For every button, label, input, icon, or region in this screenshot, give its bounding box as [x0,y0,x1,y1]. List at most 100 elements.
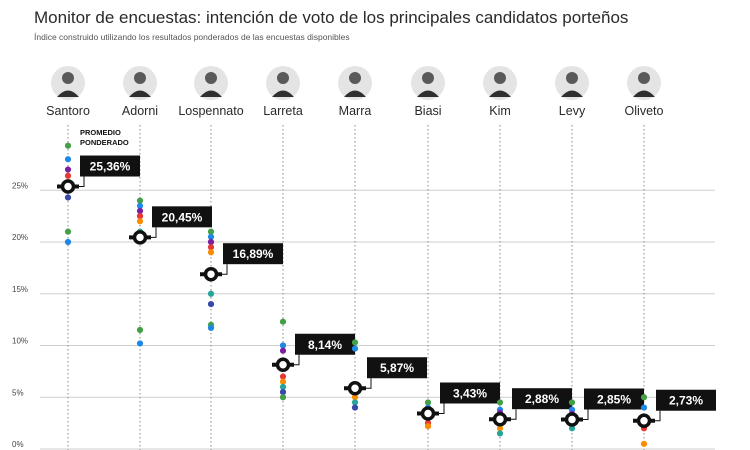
y-tick-label: 15% [12,285,28,294]
avatar-body [417,90,439,97]
poll-dot [207,233,215,240]
avatar-head [277,72,289,84]
poll-dot [279,378,287,385]
avatar-head [422,72,434,84]
chart-subtitle: Índice construido utilizando los resulta… [34,32,350,42]
poll-dot [279,394,287,401]
poll-dot [351,339,359,346]
label-leader [74,176,85,188]
poll-dot [496,425,504,432]
avatar-body [272,90,294,97]
average-marker [132,230,148,245]
average-label-box [152,206,212,228]
average-label-box [656,389,716,411]
average-label: 25,36% [90,160,131,174]
poll-dot [136,340,144,347]
average-marker [564,412,580,427]
candidate-name: Biasi [414,104,441,118]
poll-dot [424,423,432,430]
average-label-box [223,243,283,265]
poll-dot [64,142,72,149]
poll-dot [136,197,144,204]
poll-dot [136,218,144,225]
average-marker [275,357,291,373]
average-label: 8,14% [308,338,342,352]
avatar-head [566,72,578,84]
chart-title: Monitor de encuestas: intención de voto … [34,8,629,27]
poll-dot [351,404,359,411]
average-label: 2,88% [525,392,559,406]
poll-dot [207,228,215,235]
avatar-body [129,90,151,97]
avatar-body [633,90,655,97]
avatar-head [62,72,74,84]
label-leader [434,403,445,414]
avatar-head [205,72,217,84]
average-marker [492,411,508,427]
avatar-head [494,72,506,84]
average-label: 5,87% [380,361,414,375]
average-label-box [367,357,427,379]
average-label-box [512,388,572,410]
poll-dot [64,228,72,235]
poll-dot [207,301,215,308]
candidate-name: Marra [339,104,372,118]
annotation-text: PONDERADO [80,138,129,147]
avatar-head [349,72,361,84]
average-label: 3,43% [453,386,487,400]
poll-dot [207,249,215,256]
poll-dot [496,430,504,437]
candidate-avatar [123,66,157,100]
average-marker [636,413,652,428]
poll-dot [207,244,215,251]
avatar-head [638,72,650,84]
candidate-avatar [483,66,517,100]
average-marker [60,179,76,194]
candidate-avatar [194,66,228,100]
avatar-body [344,90,366,97]
average-label-box [80,155,140,177]
avatar-head [134,72,146,84]
poll-dot [279,373,287,380]
candidate-avatar [555,66,589,100]
poll-dot [207,324,215,332]
candidate-avatar [627,66,661,100]
avatar-body [561,90,583,97]
y-tick-label: 25% [12,181,28,190]
label-leader [506,409,517,420]
poll-dot [136,326,144,334]
candidate-name: Kim [489,104,511,118]
avatar-body [489,90,511,97]
candidate-name: Santoro [46,104,90,118]
average-label-box [584,388,644,410]
poll-dot [279,347,287,354]
average-label-box [295,333,355,355]
average-marker [203,266,219,282]
avatar-body [200,90,222,97]
label-leader [578,409,589,421]
poll-dot [351,399,359,406]
label-leader [289,354,300,366]
poll-dot [640,394,648,401]
average-marker [347,380,363,396]
label-leader [361,378,372,389]
y-tick-label: 20% [12,233,28,242]
poll-dot [64,238,72,246]
label-leader [650,410,661,422]
poll-dot [64,194,72,201]
avatar-body [57,90,79,97]
annotation-text: PROMEDIO [80,128,121,137]
poll-dot [568,399,576,406]
y-tick-label: 5% [12,388,24,397]
label-leader [146,227,157,238]
poll-dot [279,383,287,390]
poll-dot [207,238,215,246]
poll-dot [640,404,648,411]
candidate-name: Adorni [122,104,158,118]
average-label: 2,85% [597,393,631,407]
candidate-name: Levy [559,104,586,118]
y-tick-label: 0% [12,440,24,449]
poll-dot [351,345,359,352]
poll-dot [279,342,287,349]
y-tick-label: 10% [12,337,28,346]
